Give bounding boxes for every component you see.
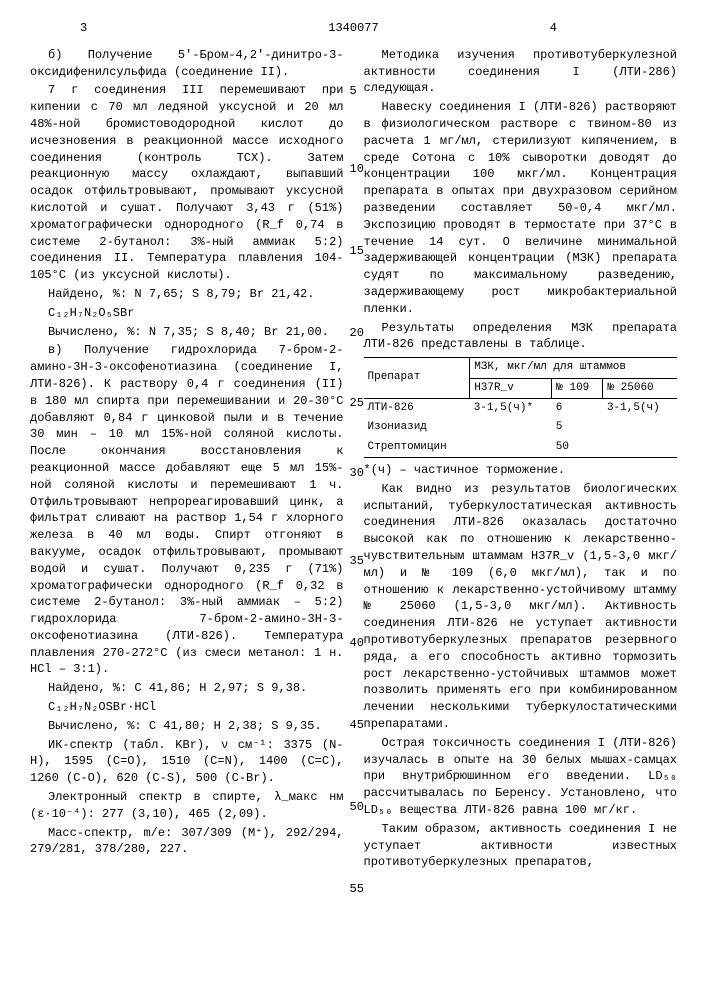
page-number-right: 4 bbox=[550, 20, 557, 37]
mzk-table: Препарат МЗК, мкг/мл для штаммов H37R_v … bbox=[364, 357, 678, 458]
para: Как видно из результатов биологических и… bbox=[364, 481, 678, 733]
left-column: б) Получение 5'-Бром-4,2'-динитро-3-окси… bbox=[30, 47, 344, 873]
line-number: 15 bbox=[350, 243, 364, 260]
table-cell: 3-1,5(ч) bbox=[603, 398, 677, 418]
para: б) Получение 5'-Бром-4,2'-динитро-3-окси… bbox=[30, 47, 344, 81]
para: Методика изучения противотуберкулезной а… bbox=[364, 47, 678, 97]
formula: С₁₂H₇N₂O₅SBr bbox=[30, 305, 344, 322]
para: 7 г соединения III перемешивают при кипе… bbox=[30, 82, 344, 284]
line-number: 30 bbox=[350, 465, 364, 482]
table-footnote: *(ч) – частичное торможение. bbox=[364, 462, 678, 479]
line-number: 55 bbox=[350, 881, 364, 898]
para: Острая токсичность соединения I (ЛТИ-826… bbox=[364, 735, 678, 819]
table-cell: Изониазид bbox=[364, 418, 470, 437]
table-cell: ЛТИ-826 bbox=[364, 398, 470, 418]
para: Масс-спектр, m/e: 307/309 (M⁺), 292/294,… bbox=[30, 825, 344, 859]
table-cell: 50 bbox=[552, 438, 603, 458]
document-number: 1340077 bbox=[328, 20, 378, 37]
right-column: 5 10 15 20 25 30 35 40 45 50 55 Методика… bbox=[364, 47, 678, 873]
table-header: Препарат bbox=[364, 358, 470, 399]
para: Электронный спектр в спирте, λ_макс нм (… bbox=[30, 789, 344, 823]
para: Найдено, %: С 41,86; H 2,97; S 9,38. bbox=[30, 680, 344, 697]
table-cell bbox=[603, 438, 677, 458]
para: Вычислено, %: С 41,80; H 2,38; S 9,35. bbox=[30, 718, 344, 735]
table-subheader: № 25060 bbox=[603, 378, 677, 398]
table-cell bbox=[470, 418, 552, 437]
table-cell: 5 bbox=[552, 418, 603, 437]
line-number: 25 bbox=[350, 395, 364, 412]
para: Найдено, %: N 7,65; S 8,79; Br 21,42. bbox=[30, 286, 344, 303]
table-subheader: № 109 bbox=[552, 378, 603, 398]
page-number-left: 3 bbox=[80, 20, 87, 37]
para: Навеску соединения I (ЛТИ-826) растворяю… bbox=[364, 99, 678, 317]
table-subheader: H37R_v bbox=[470, 378, 552, 398]
para: Результаты определения МЗК препарата ЛТИ… bbox=[364, 320, 678, 354]
table-header: МЗК, мкг/мл для штаммов bbox=[470, 358, 677, 378]
page-header: 3 1340077 4 bbox=[30, 20, 677, 37]
table-cell: 3-1,5(ч)* bbox=[470, 398, 552, 418]
line-number: 40 bbox=[350, 635, 364, 652]
line-number: 35 bbox=[350, 553, 364, 570]
table-cell: Стрептомицин bbox=[364, 438, 470, 458]
formula: С₁₂H₇N₂OSBr·HCl bbox=[30, 699, 344, 716]
text-columns: б) Получение 5'-Бром-4,2'-динитро-3-окси… bbox=[30, 47, 677, 873]
para: в) Получение гидрохлорида 7-бром-2-амино… bbox=[30, 342, 344, 678]
line-number: 10 bbox=[350, 161, 364, 178]
line-number: 45 bbox=[350, 717, 364, 734]
table-cell bbox=[603, 418, 677, 437]
line-number: 5 bbox=[350, 83, 357, 100]
para: Вычислено, %: N 7,35; S 8,40; Br 21,00. bbox=[30, 324, 344, 341]
para: ИК-спектр (табл. KBr), ν см⁻¹: 3375 (N-H… bbox=[30, 737, 344, 787]
line-number: 20 bbox=[350, 325, 364, 342]
para: Таким образом, активность соединения I н… bbox=[364, 821, 678, 871]
table-cell: 6 bbox=[552, 398, 603, 418]
table-cell bbox=[470, 438, 552, 458]
line-number: 50 bbox=[350, 799, 364, 816]
